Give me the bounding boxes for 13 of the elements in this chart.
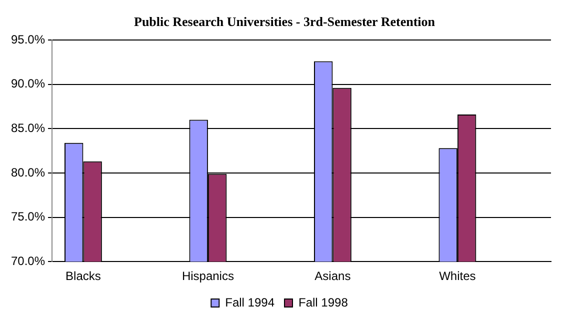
legend-label: Fall 1998 [298, 295, 348, 310]
y-tick-label: 70.0% [10, 254, 46, 268]
x-tick-label: Whites [439, 269, 476, 284]
y-tick-label: 75.0% [10, 210, 46, 224]
legend-label: Fall 1994 [225, 295, 275, 310]
x-tick-label: Asians [314, 269, 351, 284]
x-tick-label: Hispanics [182, 269, 234, 284]
chart-title: Public Research Universities - 3rd-Semester Retention [133, 14, 436, 30]
x-tick-label: Blacks [66, 269, 101, 284]
y-tick-label: 95.0% [10, 32, 46, 46]
y-tick-label: 90.0% [10, 76, 46, 91]
y-tick-label: 80.0% [10, 165, 46, 180]
y-tick-label: 85.0% [10, 120, 46, 135]
